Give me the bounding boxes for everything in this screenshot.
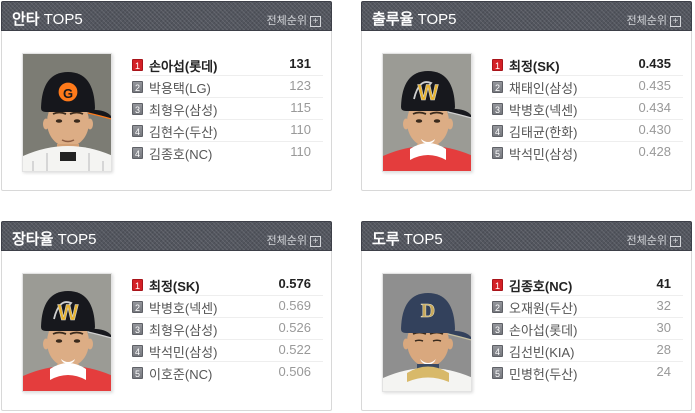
svg-text:G: G (63, 86, 73, 101)
svg-text:W: W (418, 80, 439, 105)
svg-text:D: D (421, 300, 435, 322)
svg-text:W: W (58, 300, 79, 325)
